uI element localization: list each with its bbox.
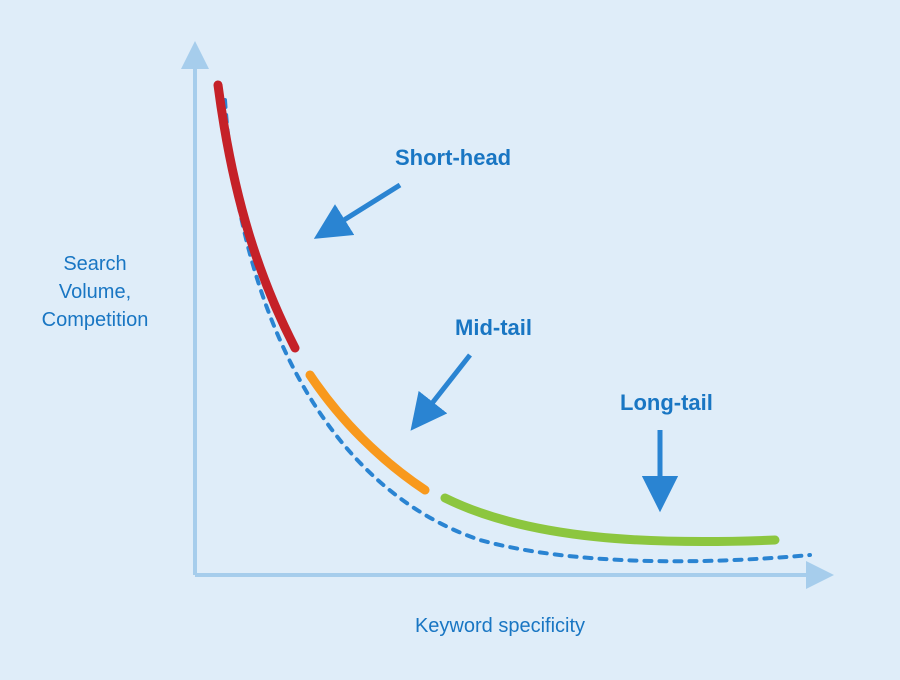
short-head-label: Short-head (395, 145, 511, 170)
x-axis-label: Keyword specificity (415, 615, 585, 637)
mid-tail-label: Mid-tail (455, 315, 532, 340)
keyword-specificity-chart: Short-headMid-tailLong-tailSearchVolume,… (0, 0, 900, 680)
long-tail-label: Long-tail (620, 390, 713, 415)
chart-svg: Short-headMid-tailLong-tailSearchVolume,… (0, 0, 900, 680)
